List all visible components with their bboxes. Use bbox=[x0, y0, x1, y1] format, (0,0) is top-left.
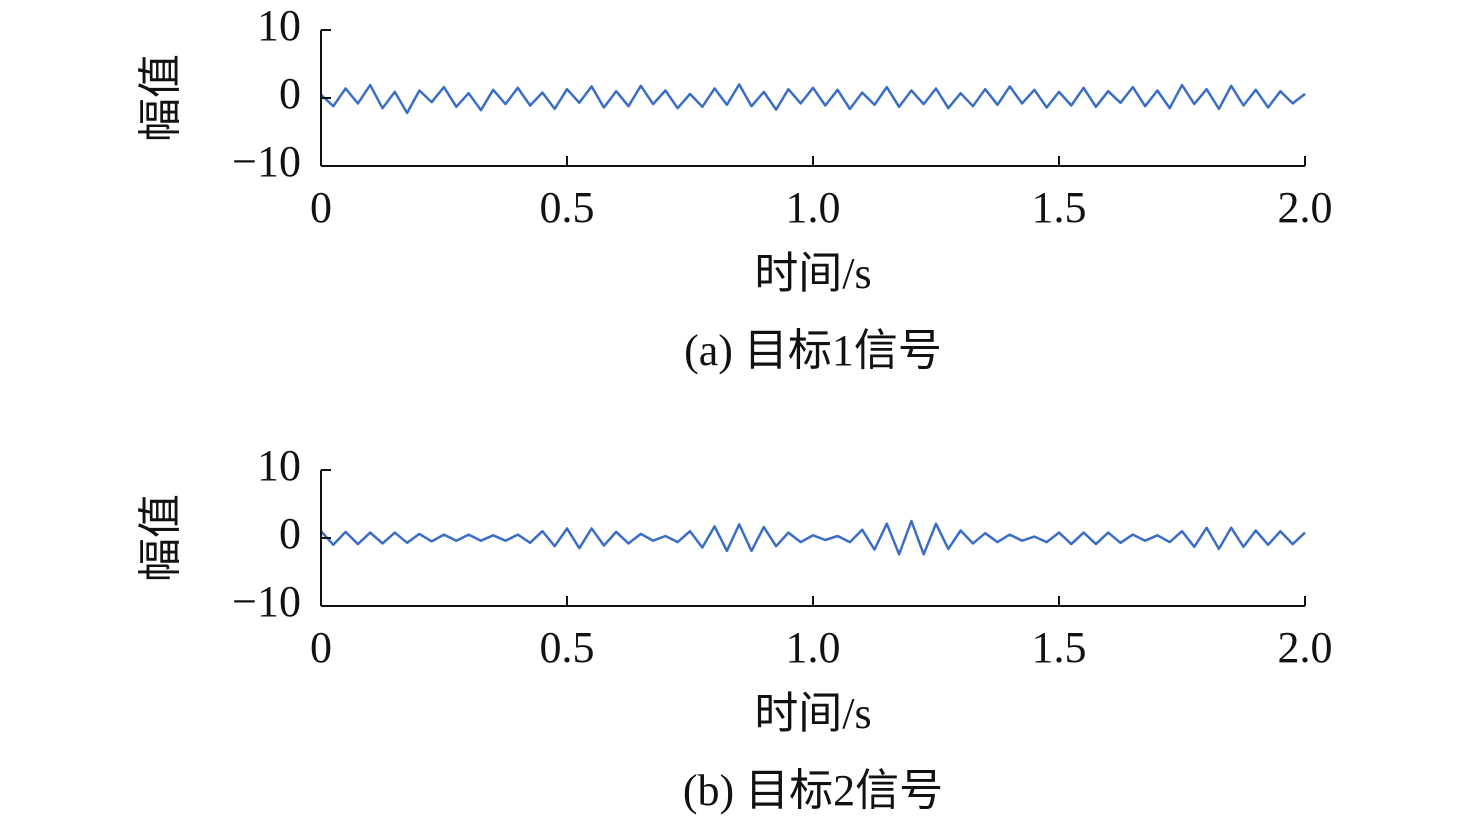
y-tick-label: −10 bbox=[232, 137, 301, 186]
x-tick-label: 1.5 bbox=[1032, 623, 1087, 672]
caption: (b) 目标2信号 bbox=[683, 766, 943, 815]
signal-line bbox=[320, 519, 1306, 556]
x-axis-label: 时间/s bbox=[754, 249, 871, 298]
y-axis-label: 幅值 bbox=[136, 494, 185, 582]
y-tick-label: 10 bbox=[257, 1, 301, 50]
x-tick-label: 1.0 bbox=[786, 183, 841, 232]
x-tick-label: 1.0 bbox=[786, 623, 841, 672]
x-tick-label: 0 bbox=[310, 623, 332, 672]
y-tick-label: −10 bbox=[232, 577, 301, 626]
x-tick-label: 2.0 bbox=[1278, 623, 1333, 672]
x-axis-label: 时间/s bbox=[754, 689, 871, 738]
y-tick-label: 0 bbox=[279, 69, 301, 118]
y-tick-label: 0 bbox=[279, 509, 301, 558]
y-axis-label: 幅值 bbox=[136, 54, 185, 142]
caption: (a) 目标1信号 bbox=[684, 326, 942, 375]
x-tick-label: 0.5 bbox=[540, 183, 595, 232]
y-tick-label: 10 bbox=[257, 441, 301, 490]
x-tick-label: 0.5 bbox=[540, 623, 595, 672]
x-tick-label: 2.0 bbox=[1278, 183, 1333, 232]
x-tick-label: 1.5 bbox=[1032, 183, 1087, 232]
signal-line bbox=[320, 83, 1306, 115]
x-tick-label: 0 bbox=[310, 183, 332, 232]
